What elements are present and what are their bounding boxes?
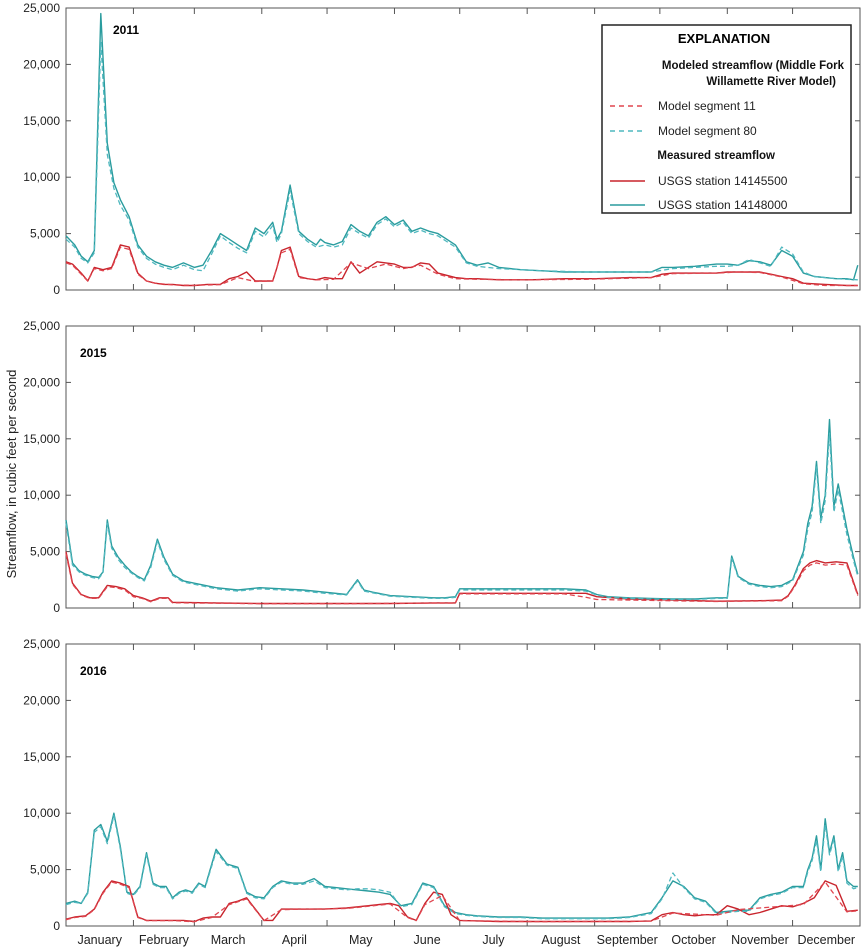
y-tick-label-2015-4: 20,000 [23, 375, 60, 389]
y-tick-label-2016-1: 5,000 [30, 863, 60, 877]
series-line-2015-usgs-station-14148000 [65, 418, 859, 600]
legend-title: EXPLANATION [678, 31, 770, 46]
y-tick-label-2011-1: 5,000 [30, 227, 60, 241]
y-tick-label-2011-2: 10,000 [23, 170, 60, 184]
y-tick-label-2016-3: 15,000 [23, 750, 60, 764]
month-label-june: June [414, 933, 441, 947]
legend-modeled-header-line1: Modeled streamflow (Middle Fork [662, 60, 845, 72]
month-label-december: December [797, 933, 855, 947]
ticks-2016: 0 5,000 10,000 15,000 20,000 25,000 [23, 637, 861, 933]
y-tick-label-2011-0: 0 [53, 283, 60, 297]
panel-2011: 2011 0 5,000 10,000 15,000 20,000 25,000 [23, 1, 861, 297]
series-line-2015-model-segment-11 [65, 553, 859, 605]
month-label-october: October [671, 933, 715, 947]
y-tick-label-2015-5: 25,000 [23, 319, 60, 333]
panel-frame-2011 [65, 7, 861, 291]
series-line-2016-usgs-station-14145500 [65, 880, 858, 923]
legend-measured-header: Measured streamflow [657, 150, 775, 162]
y-tick-label-2016-4: 20,000 [23, 693, 60, 707]
y-tick-label-2015-1: 5,000 [30, 545, 60, 559]
y-tick-label-2011-4: 20,000 [23, 57, 60, 71]
series-line-2016-model-segment-11 [65, 881, 858, 923]
y-tick-label-2016-2: 10,000 [23, 806, 60, 820]
series-2011 [65, 12, 859, 287]
y-tick-label-2011-3: 15,000 [23, 114, 60, 128]
panel-2015: 2015 0 5,000 10,000 15,000 20,000 25,000 [23, 319, 861, 615]
month-label-january: January [77, 933, 122, 947]
month-label-november: November [731, 933, 789, 947]
y-axis-label: Streamflow, in cubic feet per second [4, 370, 19, 579]
month-label-september: September [597, 933, 658, 947]
legend-modeled-header-line2: Willamette River Model) [706, 76, 836, 88]
ticks-2011: 0 5,000 10,000 15,000 20,000 25,000 [23, 1, 861, 297]
y-tick-label-2015-0: 0 [53, 601, 60, 615]
month-label-august: August [541, 933, 580, 947]
panel-2016: 2016 0 5,000 10,000 15,000 20,000 25,000 [23, 637, 861, 933]
legend-label-segment-80: Model segment 80 [658, 124, 757, 138]
series-line-2011-model-segment-80 [65, 41, 858, 281]
series-line-2016-model-segment-80 [65, 814, 858, 920]
series-line-2011-usgs-station-14145500 [65, 244, 858, 287]
panel-year-2011: 2011 [113, 23, 139, 37]
month-label-may: May [349, 933, 373, 947]
y-tick-label-2015-3: 15,000 [23, 432, 60, 446]
y-tick-label-2016-0: 0 [53, 919, 60, 933]
y-tick-label-2016-5: 25,000 [23, 637, 60, 651]
month-label-april: April [282, 933, 307, 947]
y-tick-label-2011-5: 25,000 [23, 1, 60, 15]
series-2016 [65, 812, 858, 923]
series-line-2016-usgs-station-14148000 [65, 812, 858, 919]
panel-frame-2016 [65, 643, 861, 927]
panel-year-2015: 2015 [80, 346, 107, 360]
legend-label-station-14148000: USGS station 14148000 [658, 198, 788, 212]
series-line-2011-model-segment-11 [65, 246, 858, 287]
y-tick-label-2015-2: 10,000 [23, 488, 60, 502]
month-labels: January February March April May June July Augu… [77, 933, 855, 947]
panel-year-2016: 2016 [80, 664, 107, 678]
legend-label-station-14145500: USGS station 14145500 [658, 174, 788, 188]
legend: EXPLANATION Modeled streamflow (Middle F… [601, 24, 852, 214]
month-label-march: March [211, 933, 246, 947]
month-label-july: July [482, 933, 505, 947]
series-line-2015-model-segment-80 [65, 432, 859, 601]
series-2015 [65, 418, 859, 605]
ticks-2015: 0 5,000 10,000 15,000 20,000 25,000 [23, 319, 861, 615]
month-label-february: February [139, 933, 190, 947]
legend-label-segment-11: Model segment 11 [658, 99, 756, 113]
series-line-2011-usgs-station-14148000 [65, 12, 859, 281]
panel-frame-2015 [65, 325, 861, 609]
